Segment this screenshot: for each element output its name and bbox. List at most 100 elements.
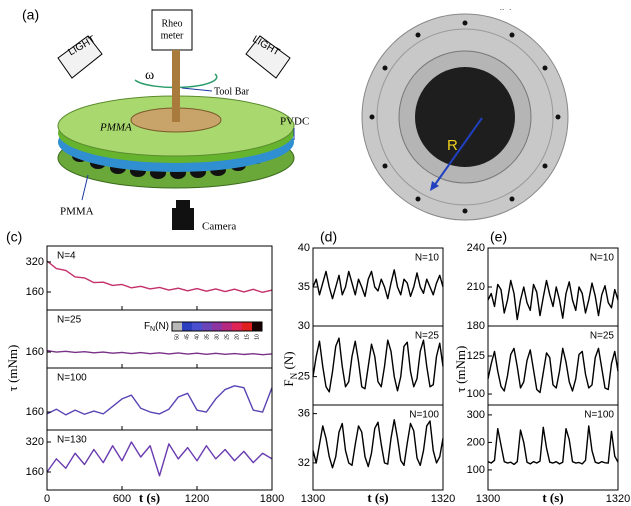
x-axis-label: t (s) [542,490,563,505]
colorbar-tick-label: 30 [214,334,220,340]
pvdc-label: PVDC [280,116,309,128]
pointer [181,87,213,92]
arrow-head [430,181,439,191]
data-line [312,419,444,469]
series-annotation: N=100 [409,410,439,421]
series-annotation: N=4 [57,251,76,262]
panel-label: (c) [6,229,22,245]
rheometer [151,9,193,51]
y-tick-label: 160 [26,466,44,478]
rheometer-label: meter [161,30,184,41]
data-line [46,349,273,356]
y-tick-label: 32 [298,457,310,469]
x-tick-label: 1800 [260,493,284,505]
label-part: (N) [281,351,296,372]
colorbar-tick-label: 40 [194,334,200,340]
y-axis-label: τ (mNm) [453,346,468,393]
ring [376,28,554,206]
data-line [46,385,273,416]
panel-label: (a) [22,7,39,23]
x-tick-label: 1320 [431,493,455,505]
radius-arrow [433,117,483,187]
y-tick-label: 35 [298,281,310,293]
pointer [81,174,89,201]
y-tick-label: 320 [26,436,44,448]
x-tick-label: 1300 [476,493,500,505]
light [245,35,291,79]
label-part: F [281,379,296,386]
schematic: LIGHT LIGHT Rheo meter ω PMMA Tool Bar P… [57,9,309,233]
x-tick-label: 0 [44,493,50,505]
x-tick-label: 600 [113,493,131,505]
colorbar-cell [192,322,203,331]
rotation-arrow [134,73,218,89]
colorbar-cell [252,322,263,331]
colorbar-tick-label: 10 [254,334,260,340]
series-annotation: N=25 [590,331,615,342]
radius-label: R [447,137,458,154]
y-tick-label: 210 [467,281,485,293]
camera-label: Camera [202,221,236,233]
y-tick-label: 100 [467,464,485,476]
series-annotation: N=100 [57,373,87,384]
y-axis-label: FN (N) [281,351,299,386]
y-tick-label: 300 [467,409,485,421]
y-tick-label: 160 [26,346,44,358]
x-tick-label: 1320 [606,493,630,505]
label-part: N [150,326,155,333]
y-tick-label: 30 [298,320,310,332]
colorbar-tick-label: 25 [224,334,230,340]
x-tick-label: 1300 [301,493,325,505]
axes-frame [487,404,619,491]
colorbar-tick-label: 35 [204,334,210,340]
y-tick-label: 200 [467,436,485,448]
data-line [487,347,619,394]
panel-label: (e) [490,229,507,245]
data-line [312,337,444,393]
pmma-label: PMMA [99,122,132,134]
label-part: N [289,372,299,379]
pmma-label: PMMA [60,206,94,218]
colorbar-cell [232,322,243,331]
axes-frame [46,429,273,491]
series-annotation: N=25 [415,331,440,342]
colorbar-cell [182,322,193,331]
toolbar-label: Tool Bar [214,86,250,97]
data-line [487,279,619,321]
y-tick-label: 40 [298,242,310,254]
photo: R [360,10,570,225]
series-annotation: N=10 [415,253,440,264]
y-tick-label: 160 [26,406,44,418]
y-tick-label: 100 [467,388,485,400]
colorbar-tick-label: 50 [174,334,180,340]
cell [415,67,515,167]
panel-label: (d) [320,229,337,245]
colorbar-cell [202,322,213,331]
data-line [487,425,619,466]
series-annotation: N=100 [584,410,614,421]
y-tick-label: 36 [298,408,310,420]
rheometer-label: Rheo [161,18,182,29]
colorbar-tick-label: 20 [234,334,240,340]
colorbar-cell [222,322,233,331]
data-line [46,441,273,477]
colorbar-cell [242,322,253,331]
series-annotation: N=25 [57,315,82,326]
y-tick-label: 125 [467,350,485,362]
light [57,35,103,79]
camera-lens [176,200,190,209]
colorbar-tick-label: 45 [184,334,190,340]
tool-bar [172,50,180,122]
bolts [369,20,561,214]
label-part: F [144,321,150,332]
label-part: (N) [155,321,169,332]
colorbar-cell [212,322,223,331]
series-annotation: N=130 [57,435,87,446]
y-tick-label: 180 [467,320,485,332]
axes-frame [312,404,444,491]
colorbar-tick-label: 15 [244,334,250,340]
x-axis-label: t (s) [139,490,160,505]
series-annotation: N=10 [590,253,615,264]
y-tick-label: 25 [298,371,310,383]
